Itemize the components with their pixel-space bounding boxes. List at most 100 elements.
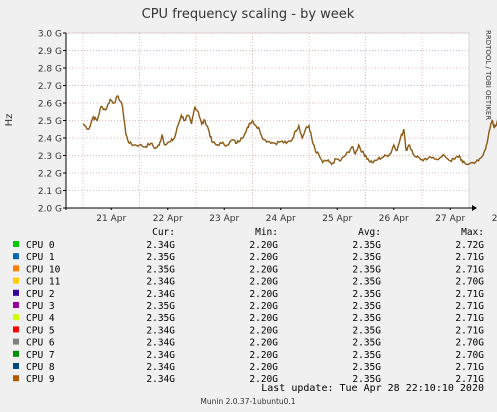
legend-series-name: CPU 10 bbox=[26, 264, 61, 275]
rrdtool-credit: RRDTOOL / TOBI OETIKER bbox=[484, 30, 492, 120]
legend-value-max: 2.70G bbox=[455, 350, 484, 361]
legend-value-cur: 2.34G bbox=[146, 289, 175, 300]
y-tick-label: 2.7 G bbox=[38, 82, 62, 92]
legend-value-cur: 2.35G bbox=[146, 301, 175, 312]
legend-value-max: 2.70G bbox=[455, 338, 484, 349]
legend-value-min: 2.20G bbox=[249, 313, 278, 324]
legend-value-min: 2.20G bbox=[249, 325, 278, 336]
x-axis-arrow bbox=[472, 205, 477, 211]
x-tick-label: 24 Apr bbox=[266, 214, 296, 224]
legend-value-min: 2.20G bbox=[249, 277, 278, 288]
cpu-frequency-line bbox=[82, 95, 497, 166]
legend-value-max: 2.72G bbox=[455, 240, 484, 251]
legend-value-cur: 2.35G bbox=[146, 264, 175, 275]
legend-swatch bbox=[13, 253, 19, 260]
legend-value-min: 2.20G bbox=[249, 350, 278, 361]
legend-value-cur: 2.34G bbox=[146, 350, 175, 361]
legend-value-avg: 2.35G bbox=[352, 264, 381, 275]
y-tick-label: 2.2 G bbox=[38, 170, 62, 180]
legend-swatch bbox=[13, 314, 19, 321]
legend-value-min: 2.20G bbox=[249, 289, 278, 300]
legend-series-name: CPU 11 bbox=[26, 277, 61, 288]
legend-series-name: CPU 8 bbox=[26, 362, 55, 373]
x-tick-label: 25 Apr bbox=[322, 214, 352, 224]
legend-value-avg: 2.35G bbox=[352, 362, 381, 373]
legend-value-avg: 2.35G bbox=[352, 252, 381, 263]
legend-column-header: Max: bbox=[461, 227, 484, 238]
legend-value-avg: 2.35G bbox=[352, 338, 381, 349]
legend-swatch bbox=[13, 326, 19, 333]
legend-series-name: CPU 1 bbox=[26, 252, 55, 263]
legend-value-min: 2.20G bbox=[249, 252, 278, 263]
legend-swatch bbox=[13, 241, 19, 247]
legend-value-max: 2.71G bbox=[455, 313, 484, 324]
legend-value-min: 2.20G bbox=[249, 338, 278, 349]
legend-value-cur: 2.35G bbox=[146, 252, 175, 263]
legend-value-cur: 2.34G bbox=[146, 362, 175, 373]
legend-value-min: 2.20G bbox=[249, 264, 278, 275]
legend-value-min: 2.20G bbox=[249, 301, 278, 312]
legend-value-cur: 2.34G bbox=[146, 374, 175, 385]
legend-value-avg: 2.35G bbox=[352, 350, 381, 361]
x-tick-label: 21 Apr bbox=[96, 214, 126, 224]
legend-swatch bbox=[13, 289, 19, 296]
y-tick-label: 2.9 G bbox=[38, 47, 62, 57]
legend-value-cur: 2.34G bbox=[146, 325, 175, 336]
y-tick-label: 2.0 G bbox=[38, 205, 62, 215]
legend-column-header: Avg: bbox=[358, 227, 381, 238]
legend-value-avg: 2.35G bbox=[352, 313, 381, 324]
legend-swatch bbox=[13, 375, 19, 382]
legend-value-max: 2.70G bbox=[455, 277, 484, 288]
legend-value-max: 2.71G bbox=[455, 252, 484, 263]
legend-series-name: CPU 9 bbox=[26, 374, 55, 385]
x-axis-ticks: 21 Apr 22 Apr 23 Apr 24 Apr 25 Apr 26 Apr 27 A… bbox=[96, 208, 497, 224]
legend-swatch bbox=[13, 350, 19, 357]
munin-version: Munin 2.0.37-1ubuntu0.1 bbox=[200, 397, 295, 406]
legend-value-cur: 2.35G bbox=[146, 313, 175, 324]
legend-value-cur: 2.34G bbox=[146, 277, 175, 288]
y-tick-label: 2.3 G bbox=[38, 152, 62, 162]
x-tick-label: 28 Apr bbox=[492, 214, 497, 224]
legend-value-min: 2.20G bbox=[249, 362, 278, 373]
legend-swatch bbox=[13, 302, 19, 308]
y-tick-label: 2.4 G bbox=[38, 135, 62, 145]
legend-series-name: CPU 0 bbox=[26, 240, 55, 251]
legend-value-avg: 2.35G bbox=[352, 289, 381, 300]
legend-value-avg: 2.35G bbox=[352, 277, 381, 288]
legend-value-avg: 2.35G bbox=[352, 325, 381, 336]
legend-value-avg: 2.35G bbox=[352, 301, 381, 312]
chart-title: CPU frequency scaling - by week bbox=[142, 7, 355, 22]
legend-column-header: Cur: bbox=[152, 227, 175, 238]
legend-swatch bbox=[13, 363, 19, 369]
y-tick-label: 2.1 G bbox=[38, 187, 62, 197]
legend-value-max: 2.71G bbox=[455, 374, 484, 385]
legend-series-name: CPU 6 bbox=[26, 338, 55, 349]
legend-value-min: 2.20G bbox=[249, 240, 278, 251]
legend-value-cur: 2.34G bbox=[146, 240, 175, 251]
legend-table: Cur: Min: Avg: Max: CPU 0 2.34G 2.20G 2.35G 2.72… bbox=[13, 227, 484, 385]
legend-value-min: 2.20G bbox=[249, 374, 278, 385]
legend-value-max: 2.71G bbox=[455, 264, 484, 275]
y-tick-label: 2.6 G bbox=[38, 100, 62, 110]
legend-swatch bbox=[13, 265, 19, 272]
y-tick-label: 2.8 G bbox=[38, 65, 62, 75]
x-tick-label: 26 Apr bbox=[379, 214, 409, 224]
last-update: Last update: Tue Apr 28 22:10:10 2020 bbox=[261, 383, 484, 394]
y-axis-label: Hz bbox=[4, 114, 15, 127]
x-tick-label: 27 Apr bbox=[435, 214, 465, 224]
legend-value-max: 2.71G bbox=[455, 362, 484, 373]
legend-series-name: CPU 2 bbox=[26, 289, 55, 300]
legend-value-cur: 2.34G bbox=[146, 338, 175, 349]
y-axis-ticks: 2.0 G 2.1 G 2.2 G 2.3 G 2.4 G 2.5 G 2.6 G 2.7 G… bbox=[38, 30, 66, 215]
legend-swatch bbox=[13, 338, 19, 345]
legend-series-name: CPU 4 bbox=[26, 313, 55, 324]
y-tick-label: 3.0 G bbox=[38, 30, 62, 40]
legend-series-name: CPU 3 bbox=[26, 301, 55, 312]
legend-value-max: 2.71G bbox=[455, 325, 484, 336]
legend-value-avg: 2.35G bbox=[352, 374, 381, 385]
legend-value-max: 2.71G bbox=[455, 301, 484, 312]
legend-series-name: CPU 7 bbox=[26, 350, 55, 361]
x-tick-label: 22 Apr bbox=[153, 214, 183, 224]
